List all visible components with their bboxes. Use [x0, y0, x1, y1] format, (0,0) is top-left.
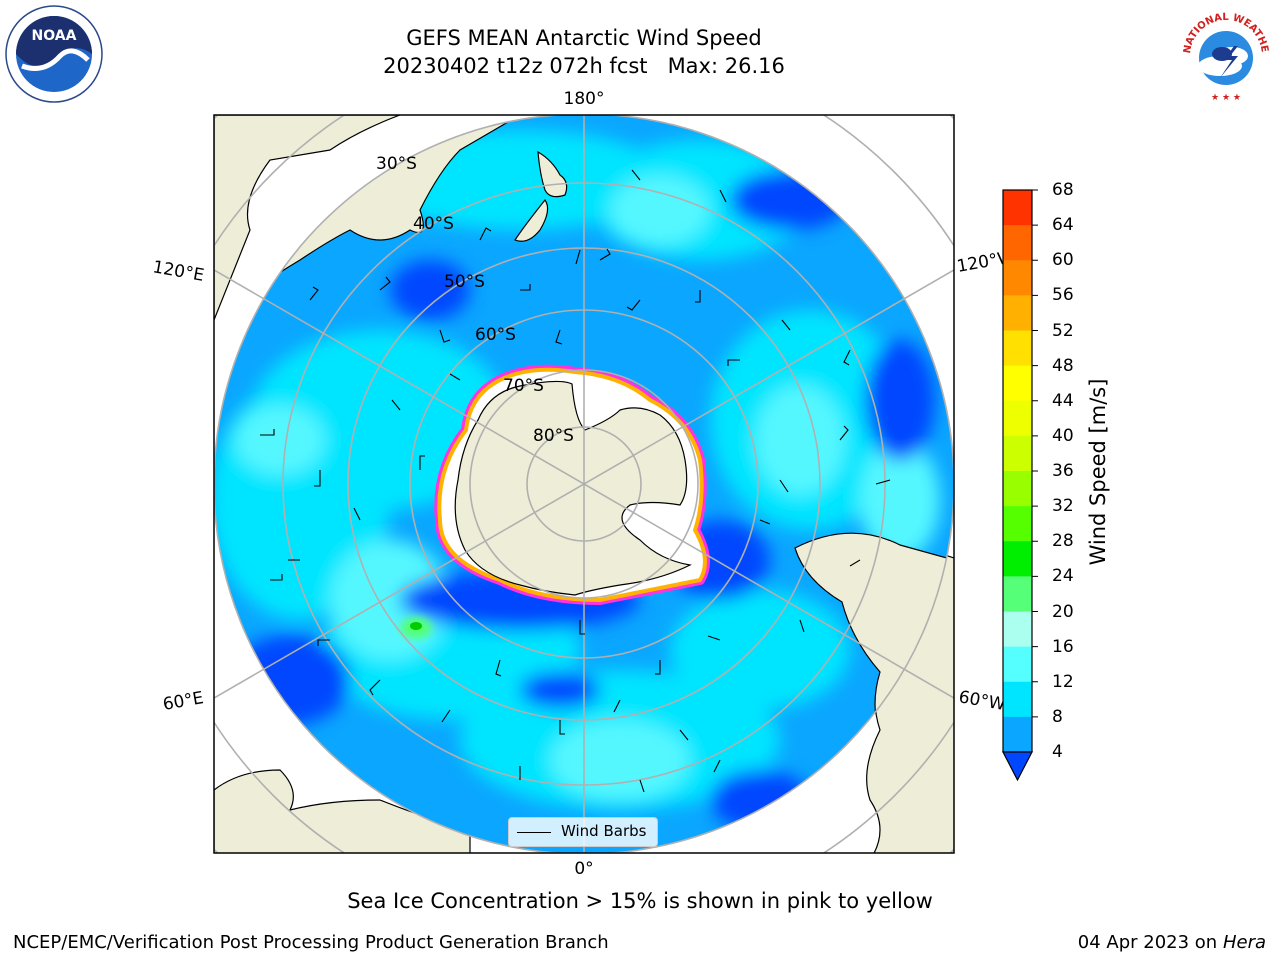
lon-label-120e: 120°E	[151, 257, 205, 286]
footer-right: 04 Apr 2023 on Hera	[1078, 932, 1266, 953]
chart-subtitle: 20230402 t12z 072h fcst Max: 26.16	[383, 54, 785, 78]
colorbar-tick-label: 4	[1052, 742, 1063, 762]
lat-label-50s: 50°S	[444, 272, 485, 292]
lat-label-80s: 80°S	[533, 426, 574, 446]
colorbar-segment	[1003, 471, 1032, 507]
lat-label-30s: 30°S	[376, 154, 417, 174]
colorbar-segment	[1003, 611, 1032, 648]
lat-label-40s: 40°S	[413, 214, 454, 234]
map-frame	[213, 114, 955, 854]
colorbar-segment	[1003, 400, 1032, 437]
colorbar-segment	[1003, 576, 1032, 612]
colorbar-tick-label: 52	[1052, 320, 1074, 341]
sea-ice-note: Sea Ice Concentration > 15% is shown in …	[347, 889, 933, 913]
colorbar-segment	[1003, 260, 1032, 296]
svg-text:NOAA: NOAA	[32, 28, 77, 44]
colorbar-segment	[1003, 330, 1032, 367]
wind-barbs	[260, 169, 891, 793]
colorbar-segment	[1003, 225, 1032, 261]
colorbar-segment	[1003, 435, 1032, 472]
colorbar-tick-label: 48	[1052, 355, 1074, 376]
colorbar-tick-label: 64	[1052, 215, 1074, 236]
colorbar-tick-label: 36	[1052, 461, 1074, 481]
lon-label-0: 0°	[574, 859, 593, 879]
colorbar-segment	[1003, 365, 1032, 402]
colorbar-tick-label: 68	[1052, 180, 1074, 200]
colorbar-segment	[1003, 295, 1032, 331]
nws-logo: NATIONAL WEATHER SERVICE ★ ★ ★	[1176, 6, 1274, 104]
colorbar-tick-label: 60	[1052, 250, 1074, 271]
colorbar-tick-label: 12	[1052, 671, 1074, 692]
colorbar-segment	[1003, 541, 1032, 577]
lat-label-70s: 70°S	[503, 376, 544, 396]
map-legend: Wind Barbs	[508, 817, 658, 847]
graticule	[214, 115, 954, 853]
colorbar-segment	[1003, 681, 1032, 718]
lon-label-60e: 60°E	[161, 688, 205, 715]
lon-label-180: 180°	[564, 89, 605, 109]
colorbar-label: Wind Speed [m/s]	[1086, 378, 1110, 566]
noaa-logo: NOAA	[5, 5, 103, 103]
legend-line-swatch	[517, 832, 551, 833]
colorbar-segment	[1003, 716, 1032, 753]
footer-date: 04 Apr 2023 on	[1077, 932, 1223, 953]
antarctica-landmass	[454, 380, 692, 596]
colorbar-tick-label: 32	[1052, 496, 1074, 517]
colorbar-tick-label: 44	[1052, 390, 1074, 411]
lat-label-60s: 60°S	[475, 325, 516, 345]
legend-label: Wind Barbs	[561, 822, 647, 840]
colorbar-segment	[1003, 190, 1032, 226]
colorbar-tick-label: 8	[1052, 706, 1063, 727]
colorbar-tick-label: 24	[1052, 566, 1074, 587]
chart-title: GEFS MEAN Antarctic Wind Speed	[406, 26, 762, 50]
colorbar-tick-label: 56	[1052, 285, 1074, 306]
colorbar-tick-label: 28	[1052, 531, 1074, 552]
colorbar	[1002, 189, 1038, 782]
footer-host: Hera	[1222, 932, 1266, 953]
colorbar-segment	[1003, 646, 1032, 683]
colorbar-tick-label: 40	[1052, 425, 1074, 446]
colorbar-extend-arrow	[1002, 751, 1033, 782]
svg-text:★ ★ ★: ★ ★ ★	[1211, 93, 1241, 103]
colorbar-tick-label: 16	[1052, 636, 1074, 657]
colorbar-segment	[1003, 506, 1032, 542]
colorbar-tick-label: 20	[1052, 601, 1074, 622]
footer-left: NCEP/EMC/Verification Post Processing Pr…	[13, 932, 609, 953]
